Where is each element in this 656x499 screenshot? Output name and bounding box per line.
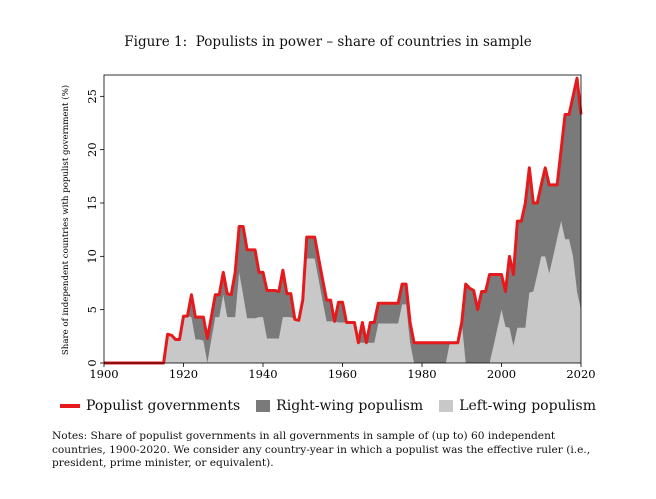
y-tick-label-10: 10 xyxy=(85,249,99,264)
figure-title: Figure 1: Populists in power – share of … xyxy=(124,34,532,50)
area-chart: 1900 1920 1940 1960 1980 2000 2020 0 5 10 15 20 25 S… xyxy=(60,74,596,381)
area-layer xyxy=(104,76,583,365)
y-tick-label-5: 5 xyxy=(85,306,99,313)
right-wing-area xyxy=(104,78,581,363)
x-tick-label-1920: 1920 xyxy=(169,367,198,381)
x-tick-label-1960: 1960 xyxy=(328,367,357,381)
legend-item-right: Right-wing populism xyxy=(256,398,423,414)
legend-swatch-right xyxy=(256,400,271,412)
y-tick-label-25: 25 xyxy=(85,89,99,104)
legend-swatch-left xyxy=(439,400,454,412)
x-tick-label-1980: 1980 xyxy=(407,367,436,381)
legend-item-left: Left-wing populism xyxy=(439,398,596,414)
legend-label-populist: Populist governments xyxy=(86,398,241,414)
populist-total-line xyxy=(104,76,583,365)
x-tick-label-2020: 2020 xyxy=(566,367,595,381)
legend-label-left: Left-wing populism xyxy=(459,398,596,414)
legend: Populist governments Right-wing populism… xyxy=(0,398,656,414)
legend-item-populist: Populist governments xyxy=(60,398,240,414)
x-tick-label-1900: 1900 xyxy=(89,367,118,381)
y-tick-label-15: 15 xyxy=(85,196,99,211)
y-axis-label: Share of independent countries with popu… xyxy=(60,85,71,355)
figure-notes: Notes: Share of populist governments in … xyxy=(52,430,591,469)
legend-label-right: Right-wing populism xyxy=(276,398,424,414)
legend-swatch-populist xyxy=(60,404,80,408)
y-tick-label-20: 20 xyxy=(85,142,99,157)
y-tick-label-0: 0 xyxy=(85,359,99,366)
tick-layer: 1900 1920 1940 1960 1980 2000 2020 0 5 10 15 20 25 xyxy=(85,89,596,381)
x-tick-label-2000: 2000 xyxy=(487,367,516,381)
x-tick-label-1940: 1940 xyxy=(248,367,277,381)
